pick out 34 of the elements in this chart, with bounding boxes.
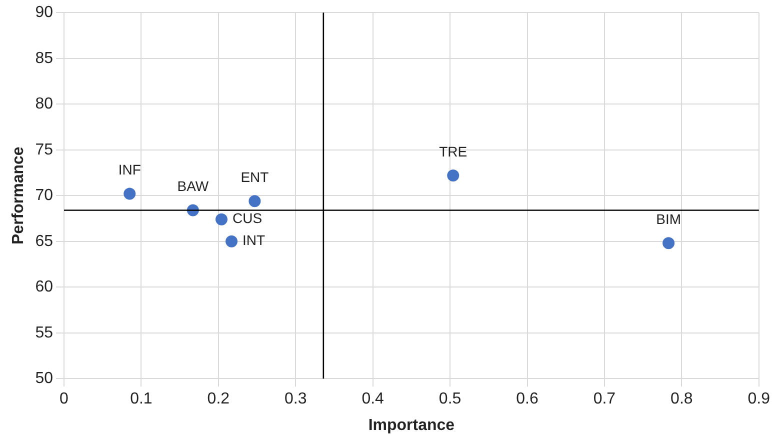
- point: [447, 169, 460, 182]
- x-tick-label: 0.9: [748, 390, 770, 408]
- x-tick-label: 0.1: [130, 390, 152, 408]
- x-axis-title: Importance: [368, 416, 455, 434]
- annotation: BIM: [656, 211, 681, 228]
- point: [662, 237, 675, 250]
- annotation: BAW: [177, 178, 210, 194]
- y-tick-label: 85: [35, 50, 54, 67]
- x-tick-label: 0.3: [284, 390, 307, 408]
- point: [248, 195, 261, 208]
- x-tick-label: 0.8: [670, 390, 693, 408]
- x-tick-label: 0.5: [438, 390, 462, 408]
- x-tick-label: 0.4: [362, 390, 384, 408]
- y-tick-label: 55: [35, 324, 54, 342]
- y-tick-label: 70: [35, 187, 54, 204]
- point: [216, 213, 228, 226]
- y-axis-title: Performance: [10, 146, 28, 245]
- annotation: CUS: [232, 210, 262, 226]
- y-tick-label: 50: [35, 370, 54, 388]
- x-tick-label: 0.7: [593, 390, 616, 408]
- y-tick-label: 75: [35, 141, 54, 158]
- x-tick-label: 0: [60, 390, 69, 408]
- annotation: INF: [118, 162, 141, 178]
- point: [124, 188, 136, 200]
- y-tick-label: 90: [35, 4, 54, 22]
- x-tick-label: 0.2: [207, 390, 230, 408]
- x-tick-label: 0.6: [516, 390, 538, 408]
- y-tick-label: 65: [35, 232, 54, 250]
- y-tick-label: 80: [35, 96, 54, 113]
- y-tick-label: 60: [35, 278, 54, 296]
- annotation: INT: [242, 232, 266, 248]
- annotation: ENT: [240, 168, 270, 185]
- annotation: TRE: [439, 143, 468, 160]
- point: [226, 235, 238, 248]
